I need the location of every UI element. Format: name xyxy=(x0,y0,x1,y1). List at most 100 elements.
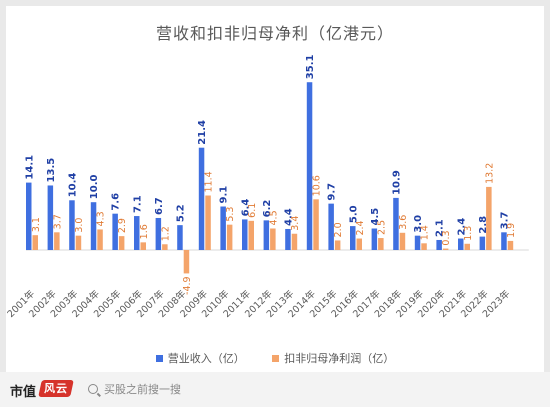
legend-swatch-net-profit xyxy=(272,355,280,362)
data-label-net-profit-0: 3.1 xyxy=(31,217,42,232)
bar-net-profit-3 xyxy=(97,229,103,250)
legend-item-net-profit: 扣非归母净利润（亿） xyxy=(272,350,394,366)
bar-revenue-0 xyxy=(26,182,32,250)
bar-revenue-4 xyxy=(112,213,118,250)
bar-net-profit-19 xyxy=(442,248,449,250)
data-label-revenue-21: 2.8 xyxy=(478,216,489,234)
search-icon xyxy=(88,384,98,394)
legend-swatch-revenue xyxy=(155,355,163,362)
data-label-revenue-13: 35.1 xyxy=(305,55,316,80)
data-label-net-profit-3: 4.3 xyxy=(96,211,107,226)
bar-net-profit-10 xyxy=(248,220,254,250)
bar-net-profit-21 xyxy=(486,186,492,250)
bar-net-profit-18 xyxy=(421,243,427,250)
data-label-net-profit-14: 2.0 xyxy=(333,222,344,237)
bar-revenue-9 xyxy=(220,206,226,250)
bar-net-profit-15 xyxy=(356,238,362,250)
bar-revenue-10 xyxy=(242,219,248,250)
data-label-net-profit-11: 4.5 xyxy=(268,210,279,225)
data-label-net-profit-21: 13.2 xyxy=(484,163,495,184)
bar-revenue-19 xyxy=(436,239,442,250)
data-label-revenue-14: 9.7 xyxy=(327,183,338,201)
data-label-net-profit-20: 1.3 xyxy=(463,226,474,241)
data-label-net-profit-7: -4.9 xyxy=(182,276,193,295)
bar-net-profit-20 xyxy=(464,243,470,250)
bar-revenue-2 xyxy=(69,200,75,250)
data-label-net-profit-18: 1.4 xyxy=(420,225,431,240)
bar-net-profit-1 xyxy=(54,232,60,250)
bar-net-profit-7 xyxy=(183,250,190,274)
bar-net-profit-17 xyxy=(399,232,406,250)
bar-revenue-12 xyxy=(285,228,291,250)
data-label-revenue-6: 6.7 xyxy=(154,197,165,215)
data-label-net-profit-8: 11.4 xyxy=(204,171,215,192)
data-label-revenue-7: 5.2 xyxy=(175,204,186,222)
brand-logo-mark-text: 风云 xyxy=(44,382,68,395)
data-label-revenue-4: 7.6 xyxy=(111,193,122,211)
data-label-net-profit-9: 5.3 xyxy=(225,207,236,222)
bar-revenue-18 xyxy=(414,235,421,250)
bar-net-profit-12 xyxy=(291,233,298,250)
bar-net-profit-2 xyxy=(75,235,82,250)
data-label-net-profit-22: 1.9 xyxy=(506,223,517,238)
data-label-revenue-20: 2.4 xyxy=(456,218,467,236)
footer-bar: 市值 风云 买股之前搜一搜 xyxy=(0,372,550,407)
search-bar[interactable]: 买股之前搜一搜 xyxy=(80,382,189,398)
data-label-net-profit-12: 3.4 xyxy=(290,216,301,231)
search-placeholder: 买股之前搜一搜 xyxy=(104,383,181,396)
bar-net-profit-6 xyxy=(162,244,168,250)
data-label-revenue-17: 10.9 xyxy=(391,170,402,195)
bar-revenue-5 xyxy=(134,216,140,250)
bar-net-profit-4 xyxy=(118,236,125,250)
bar-revenue-11 xyxy=(263,220,270,250)
data-label-revenue-11: 6.2 xyxy=(262,200,273,218)
data-label-revenue-15: 5.0 xyxy=(348,205,359,223)
data-label-net-profit-19: 0.3 xyxy=(441,230,452,245)
data-label-revenue-1: 13.5 xyxy=(46,158,57,183)
bar-net-profit-0 xyxy=(32,235,38,250)
data-label-revenue-16: 4.5 xyxy=(370,208,381,226)
data-label-revenue-2: 10.4 xyxy=(67,173,78,198)
bar-revenue-13 xyxy=(306,82,313,250)
data-label-revenue-22: 3.7 xyxy=(499,212,510,230)
data-label-net-profit-10: 6.1 xyxy=(247,203,258,218)
data-label-revenue-12: 4.4 xyxy=(283,208,294,226)
bar-revenue-1 xyxy=(47,185,54,250)
data-label-net-profit-6: 1.2 xyxy=(160,226,171,241)
bar-revenue-3 xyxy=(90,202,97,250)
bar-revenue-7 xyxy=(177,225,183,250)
legend-label-revenue: 营业收入（亿） xyxy=(167,352,245,365)
data-label-net-profit-15: 2.4 xyxy=(355,220,366,235)
bar-revenue-20 xyxy=(458,238,464,250)
chart-legend: 营业收入（亿） 扣非归母净利润（亿） xyxy=(6,350,544,366)
data-label-net-profit-5: 1.6 xyxy=(139,224,150,239)
data-label-net-profit-4: 2.9 xyxy=(117,218,128,233)
bar-revenue-14 xyxy=(328,203,334,250)
legend-item-revenue: 营业收入（亿） xyxy=(155,350,245,366)
data-label-net-profit-2: 3.0 xyxy=(74,218,85,233)
bar-net-profit-8 xyxy=(205,195,211,250)
data-label-revenue-8: 21.4 xyxy=(197,120,208,145)
bar-net-profit-11 xyxy=(270,228,276,250)
bar-net-profit-14 xyxy=(334,240,341,250)
bar-revenue-21 xyxy=(479,236,486,250)
bar-revenue-15 xyxy=(350,226,356,250)
chart-title: 营收和扣非归母净利（亿港元） xyxy=(155,24,394,43)
bar-revenue-17 xyxy=(393,197,399,250)
bar-revenue-22 xyxy=(501,232,507,250)
data-label-net-profit-16: 2.5 xyxy=(376,220,387,235)
brand-logo-text: 市值 xyxy=(10,385,37,400)
bar-net-profit-13 xyxy=(313,199,319,250)
brand-logo-mark: 风云 xyxy=(38,380,74,397)
bar-net-profit-9 xyxy=(226,224,233,250)
data-label-net-profit-17: 3.6 xyxy=(398,215,409,230)
data-label-revenue-0: 14.1 xyxy=(24,155,35,180)
bar-revenue-6 xyxy=(155,217,162,250)
data-label-revenue-18: 3.0 xyxy=(413,215,424,233)
data-label-net-profit-1: 3.7 xyxy=(52,214,63,229)
data-label-revenue-19: 2.1 xyxy=(435,219,446,237)
bar-revenue-8 xyxy=(198,147,205,250)
bar-revenue-16 xyxy=(371,228,378,250)
data-label-net-profit-13: 10.6 xyxy=(312,175,323,196)
data-label-revenue-5: 7.1 xyxy=(132,195,143,213)
